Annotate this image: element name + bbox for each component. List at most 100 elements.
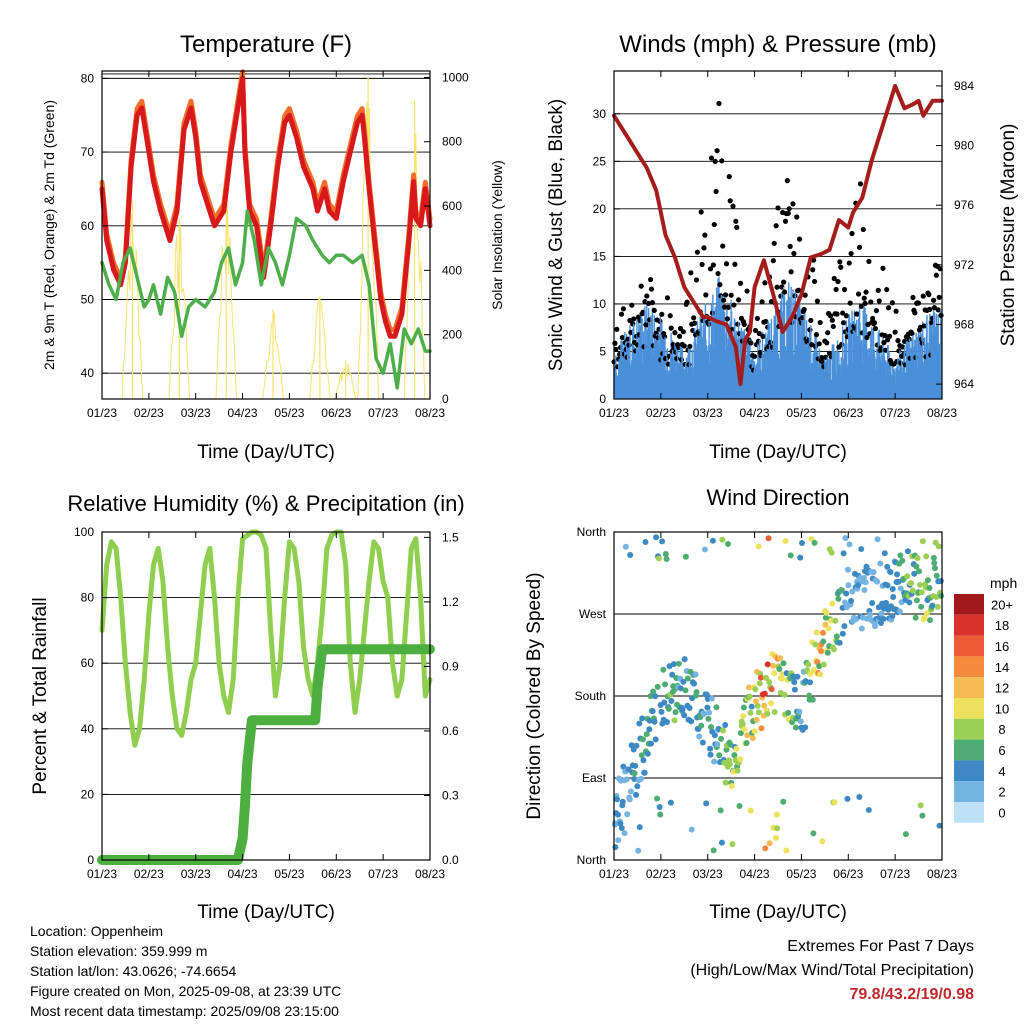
y-tick-label: 0 — [599, 392, 606, 406]
gust-point — [756, 330, 762, 337]
gust-point — [778, 293, 784, 299]
direction-point — [737, 730, 744, 737]
gust-point — [884, 286, 890, 293]
direction-points — [611, 534, 945, 854]
gust-point — [727, 198, 733, 204]
direction-point — [861, 587, 868, 594]
gust-point — [817, 319, 823, 326]
y-tick-label: North — [577, 525, 606, 539]
direction-point — [909, 587, 916, 594]
direction-point — [639, 715, 646, 722]
gust-point — [618, 311, 625, 317]
gust-point — [814, 298, 820, 304]
x-tick-label: 07/23 — [880, 406, 910, 420]
gust-point — [691, 320, 698, 326]
gust-point — [886, 333, 893, 339]
direction-point — [667, 799, 674, 806]
y-tick-label: 40 — [81, 366, 95, 380]
direction-point — [652, 693, 659, 700]
gust-point — [930, 297, 937, 303]
gust-point — [719, 158, 725, 164]
gust-point — [744, 288, 750, 294]
gust-point — [691, 315, 697, 321]
humidity-plot-frame — [101, 531, 431, 861]
direction-point — [639, 736, 646, 743]
direction-point — [649, 708, 656, 715]
x-tick-label: 05/23 — [274, 406, 304, 420]
direction-point — [626, 796, 633, 803]
y2-tick-label: 0.9 — [442, 659, 459, 673]
x-tick-label: 05/23 — [786, 406, 816, 420]
gust-point — [898, 360, 904, 366]
gust-point — [732, 261, 738, 267]
direction-point — [934, 603, 941, 610]
gust-point — [816, 341, 822, 347]
direction-point — [733, 745, 740, 752]
gust-point — [857, 181, 864, 187]
direction-point — [874, 536, 881, 543]
direction-legend-title: mph — [990, 575, 1017, 591]
direction-point — [899, 557, 906, 564]
direction-point — [820, 661, 827, 668]
gust-point — [921, 323, 927, 329]
direction-point — [797, 718, 804, 725]
gust-point — [927, 306, 933, 312]
gust-point — [811, 278, 818, 285]
y-tick-label: 80 — [81, 591, 95, 605]
direction-point — [929, 602, 936, 609]
gust-point — [876, 298, 882, 304]
gust-point — [668, 325, 674, 331]
direction-point — [747, 709, 754, 716]
colorbar-swatch — [954, 677, 984, 698]
precip-line — [97, 644, 435, 865]
direction-point — [855, 582, 862, 589]
gust-point — [849, 230, 855, 237]
y2-tick-label: 980 — [954, 139, 974, 153]
y2-tick-label: 0.0 — [442, 853, 459, 867]
gust-point — [693, 277, 700, 283]
direction-point — [872, 623, 879, 630]
direction-point — [675, 660, 682, 667]
gust-point — [936, 294, 942, 300]
x-tick-label: 06/23 — [321, 867, 351, 881]
winds-xlabel: Time (Day/UTC) — [709, 442, 847, 463]
gust-point — [708, 155, 715, 161]
gust-point — [651, 307, 657, 314]
direction-point — [858, 625, 865, 632]
direction-point — [718, 839, 725, 846]
direction-point — [856, 794, 863, 801]
gust-point — [796, 287, 802, 293]
direction-point — [912, 614, 919, 621]
gust-point — [910, 294, 916, 301]
direction-point — [782, 537, 789, 544]
winds-axes: 0 5 10 15 20 25 30 964 968 972 976 980 984 01/23 02/23… — [593, 71, 974, 420]
direction-point — [819, 629, 826, 636]
direction-point — [797, 554, 804, 561]
direction-point — [618, 825, 625, 832]
direction-point — [936, 822, 943, 829]
direction-point — [862, 579, 869, 586]
direction-point — [938, 592, 945, 599]
y2-tick-label: 972 — [954, 258, 974, 272]
pressure-series — [612, 83, 944, 387]
y2-tick-label: 0.3 — [442, 788, 459, 802]
wind-direction-chart: Wind Direction NorthEastSouthWestNorth01… — [524, 485, 1017, 923]
extremes-values: 79.8/43.2/19/0.98 — [849, 986, 974, 1003]
direction-point — [657, 811, 664, 818]
temperature-ylabel: 2m & 9m T (Red, Orange) & 2m Td (Green) — [41, 100, 57, 370]
colorbar-label: 2 — [998, 785, 1005, 800]
x-tick-label: 07/23 — [880, 867, 910, 881]
gust-point — [796, 236, 803, 242]
direction-point — [758, 725, 765, 732]
gust-point — [662, 334, 668, 340]
direction-point — [681, 712, 688, 719]
direction-point — [749, 735, 756, 742]
direction-point — [896, 608, 903, 615]
direction-point — [770, 662, 777, 669]
gust-point — [720, 243, 726, 249]
pressure-line — [612, 83, 944, 387]
y-tick-label: 10 — [593, 297, 607, 311]
x-tick-label: 05/23 — [786, 867, 816, 881]
direction-point — [785, 709, 792, 716]
direction-point — [841, 599, 848, 606]
